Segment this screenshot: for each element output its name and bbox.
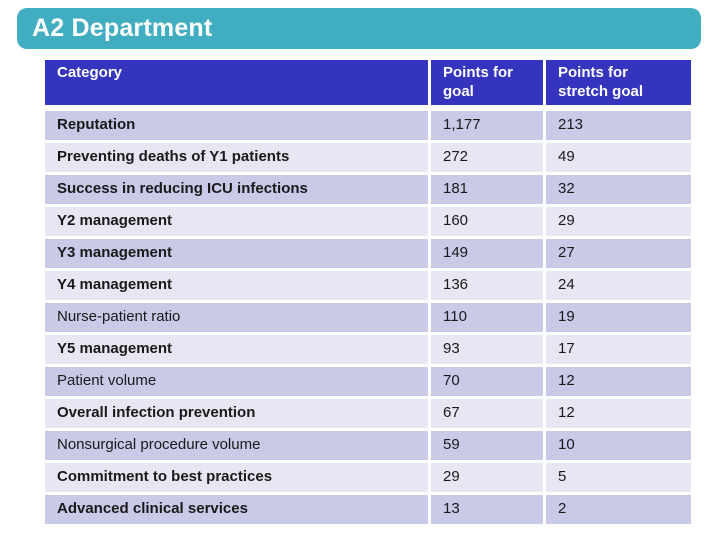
page-title: A2 Department — [32, 14, 213, 42]
table-row: Nonsurgical procedure volume 59 10 — [45, 431, 691, 460]
points-stretch-goal-cell: 213 — [546, 111, 691, 140]
table-row: Commitment to best practices 29 5 — [45, 463, 691, 492]
points-stretch-goal-cell: 5 — [546, 463, 691, 492]
table-row: Preventing deaths of Y1 patients 272 49 — [45, 143, 691, 172]
points-stretch-goal-cell: 32 — [546, 175, 691, 204]
category-cell: Nonsurgical procedure volume — [45, 431, 428, 460]
table-row: Success in reducing ICU infections 181 32 — [45, 175, 691, 204]
category-cell: Commitment to best practices — [45, 463, 428, 492]
points-goal-cell: 110 — [431, 303, 543, 332]
header-points-for-goal: Points for goal — [431, 60, 543, 108]
points-stretch-goal-cell: 19 — [546, 303, 691, 332]
points-goal-cell: 13 — [431, 495, 543, 524]
table-body: Reputation 1,177 213 Preventing deaths of Y… — [45, 111, 691, 524]
category-cell: Y5 management — [45, 335, 428, 364]
table-row: Overall infection prevention 67 12 — [45, 399, 691, 428]
category-cell: Y3 management — [45, 239, 428, 268]
points-goal-cell: 160 — [431, 207, 543, 236]
header-category: Category — [45, 60, 428, 108]
table-row: Y3 management 149 27 — [45, 239, 691, 268]
table-row: Y4 management 136 24 — [45, 271, 691, 300]
category-cell: Patient volume — [45, 367, 428, 396]
slide-title-banner: A2 Department — [17, 8, 701, 49]
points-stretch-goal-cell: 24 — [546, 271, 691, 300]
table-row: Y5 management 93 17 — [45, 335, 691, 364]
points-stretch-goal-cell: 29 — [546, 207, 691, 236]
header-points-for-stretch-goal: Points for stretch goal — [546, 60, 691, 108]
points-stretch-goal-cell: 12 — [546, 367, 691, 396]
points-goal-cell: 67 — [431, 399, 543, 428]
points-stretch-goal-cell: 27 — [546, 239, 691, 268]
points-goal-cell: 149 — [431, 239, 543, 268]
category-cell: Nurse-patient ratio — [45, 303, 428, 332]
category-cell: Success in reducing ICU infections — [45, 175, 428, 204]
category-cell: Advanced clinical services — [45, 495, 428, 524]
points-goal-cell: 181 — [431, 175, 543, 204]
points-goal-cell: 59 — [431, 431, 543, 460]
table-row: Reputation 1,177 213 — [45, 111, 691, 140]
points-goal-cell: 70 — [431, 367, 543, 396]
table-row: Nurse-patient ratio 110 19 — [45, 303, 691, 332]
points-goal-cell: 29 — [431, 463, 543, 492]
points-stretch-goal-cell: 49 — [546, 143, 691, 172]
category-cell: Reputation — [45, 111, 428, 140]
points-goal-cell: 1,177 — [431, 111, 543, 140]
points-stretch-goal-cell: 17 — [546, 335, 691, 364]
points-goal-cell: 272 — [431, 143, 543, 172]
category-cell: Preventing deaths of Y1 patients — [45, 143, 428, 172]
category-cell: Y4 management — [45, 271, 428, 300]
table-row: Advanced clinical services 13 2 — [45, 495, 691, 524]
points-goal-cell: 93 — [431, 335, 543, 364]
points-stretch-goal-cell: 12 — [546, 399, 691, 428]
category-cell: Y2 management — [45, 207, 428, 236]
points-stretch-goal-cell: 10 — [546, 431, 691, 460]
table-header-row: Category Points for goal Points for stre… — [45, 60, 691, 108]
points-table: Category Points for goal Points for stre… — [42, 57, 694, 527]
table-row: Patient volume 70 12 — [45, 367, 691, 396]
points-goal-cell: 136 — [431, 271, 543, 300]
category-cell: Overall infection prevention — [45, 399, 428, 428]
points-stretch-goal-cell: 2 — [546, 495, 691, 524]
table-row: Y2 management 160 29 — [45, 207, 691, 236]
